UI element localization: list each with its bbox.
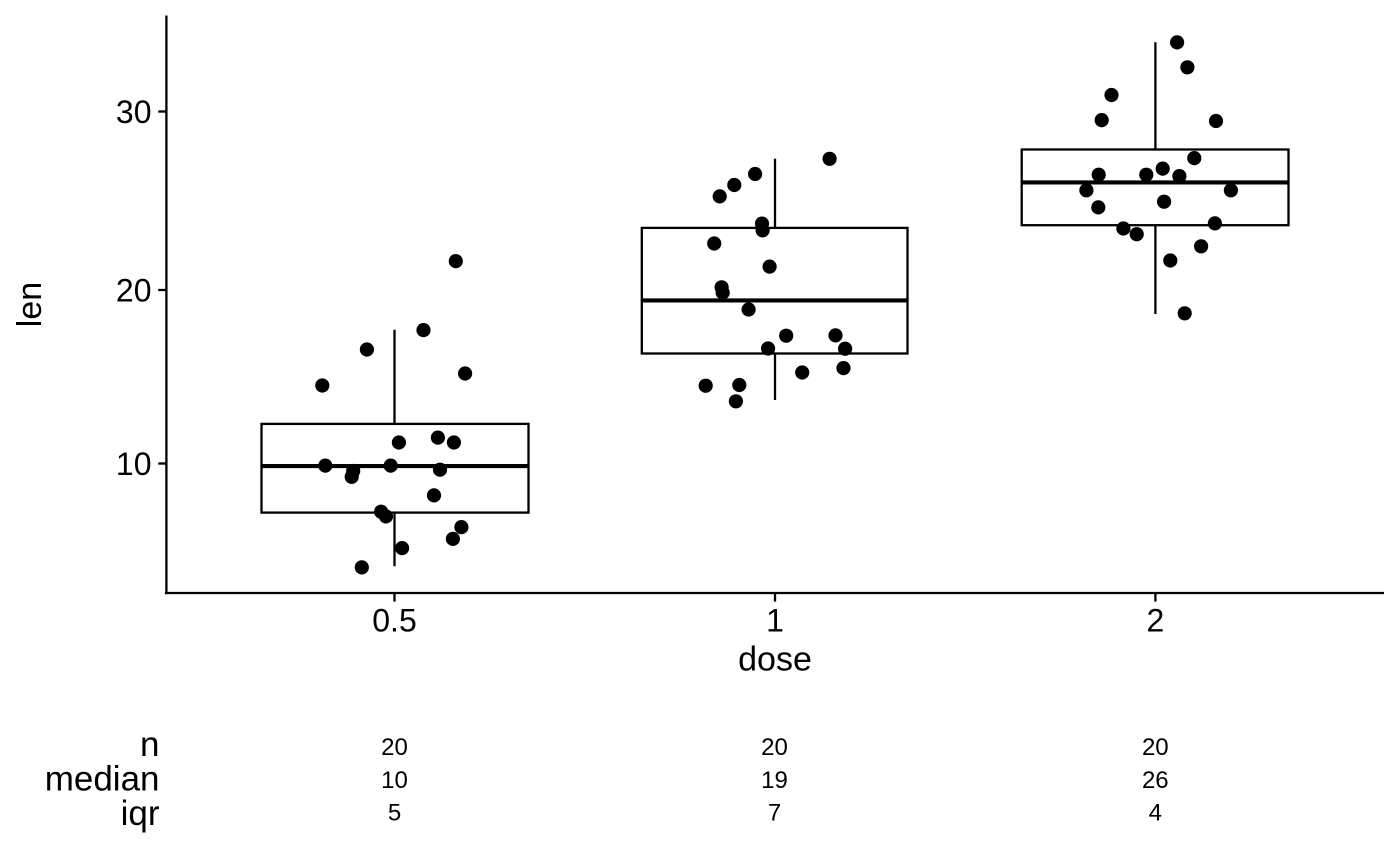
svg-text:4: 4 xyxy=(1149,800,1162,827)
svg-text:10: 10 xyxy=(381,767,408,794)
svg-text:30: 30 xyxy=(116,94,152,130)
svg-text:dose: dose xyxy=(738,640,812,678)
svg-text:len: len xyxy=(11,282,49,327)
svg-text:20: 20 xyxy=(116,272,152,308)
svg-text:19: 19 xyxy=(761,767,788,794)
svg-text:1: 1 xyxy=(766,603,784,639)
svg-text:10: 10 xyxy=(116,446,152,482)
svg-text:20: 20 xyxy=(761,734,788,761)
svg-text:median: median xyxy=(45,760,160,799)
svg-text:20: 20 xyxy=(381,734,408,761)
svg-text:7: 7 xyxy=(768,800,781,827)
svg-text:0.5: 0.5 xyxy=(372,603,416,639)
svg-text:n: n xyxy=(140,725,159,764)
svg-text:iqr: iqr xyxy=(121,794,160,833)
svg-text:26: 26 xyxy=(1142,767,1169,794)
svg-text:20: 20 xyxy=(1142,734,1169,761)
svg-text:5: 5 xyxy=(388,800,401,827)
svg-text:2: 2 xyxy=(1147,603,1165,639)
